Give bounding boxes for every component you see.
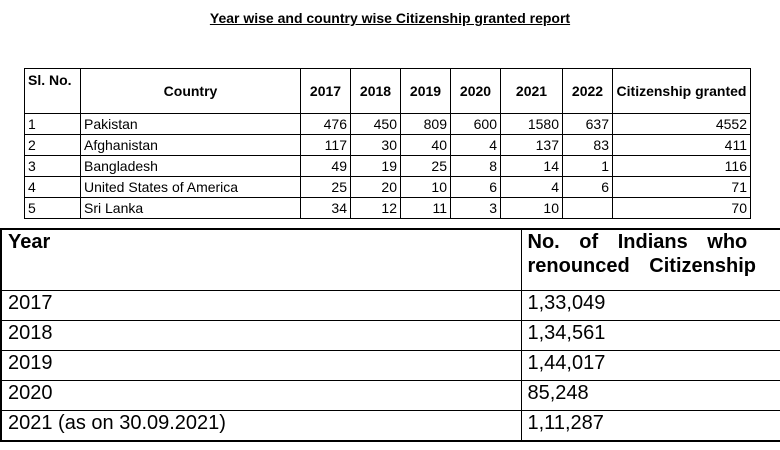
table-cell: 411	[612, 134, 751, 156]
table-row: 2017 1,33,049	[0, 290, 780, 321]
table-row: 2020 85,248	[0, 380, 780, 411]
table-cell: 3	[450, 197, 501, 219]
table-cell: 10	[400, 176, 451, 198]
table-cell: Bangladesh	[80, 155, 301, 177]
report-title: Year wise and country wise Citizenship g…	[209, 10, 571, 26]
table-row: 2019 1,44,017	[0, 350, 780, 381]
table-row: 2018 1,34,561	[0, 320, 780, 351]
table-cell: 137	[500, 134, 563, 156]
col-header-indians-renounced: No. of Indians who renounced Citizenship	[520, 228, 780, 291]
table-cell: 14	[500, 155, 563, 177]
table-cell: 2	[24, 134, 81, 156]
table-cell: 117	[300, 134, 351, 156]
table-cell: 10	[500, 197, 563, 219]
table-cell: Sri Lanka	[80, 197, 301, 219]
table-cell: 476	[300, 113, 351, 135]
col-header-2017: 2017	[300, 68, 351, 114]
col-header-sl-no: Sl. No.	[24, 68, 81, 114]
table-cell: Pakistan	[80, 113, 301, 135]
table-row: 3 Bangladesh 49 19 25 8 14 1 116	[24, 155, 751, 177]
table-cell: 12	[350, 197, 401, 219]
table-cell: 2017	[0, 290, 522, 321]
table-cell: 2018	[0, 320, 522, 351]
table-cell: 600	[450, 113, 501, 135]
table-cell: 11	[400, 197, 451, 219]
col-header-country: Country	[80, 68, 301, 114]
table-cell: 1580	[500, 113, 563, 135]
table-cell: 809	[400, 113, 451, 135]
table-cell: 2019	[0, 350, 522, 381]
table-cell: 19	[350, 155, 401, 177]
col-header-2020: 2020	[450, 68, 501, 114]
table-cell: 2021 (as on 30.09.2021)	[0, 410, 522, 442]
table-cell: United States of America	[80, 176, 301, 198]
table-cell: 2020	[0, 380, 522, 411]
table-cell: 85,248	[520, 380, 780, 411]
table-row: 2 Afghanistan 117 30 40 4 137 83 411	[24, 134, 751, 156]
table-cell: 6	[562, 176, 613, 198]
table-cell: 70	[612, 197, 751, 219]
table-cell: Afghanistan	[80, 134, 301, 156]
table-cell: 30	[350, 134, 401, 156]
table-cell: 4	[24, 176, 81, 198]
table-cell: 34	[300, 197, 351, 219]
table-cell: 1,44,017	[520, 350, 780, 381]
table-cell: 49	[300, 155, 351, 177]
table-cell: 4	[450, 134, 501, 156]
table-cell: 116	[612, 155, 751, 177]
table-cell: 1,33,049	[520, 290, 780, 321]
table-cell	[562, 197, 613, 219]
table-row: 4 United States of America 25 20 10 6 4 …	[24, 176, 751, 198]
table-cell: 450	[350, 113, 401, 135]
col-header-year: Year	[0, 228, 522, 291]
col-header-2019: 2019	[400, 68, 451, 114]
table-header-row: Year No. of Indians who renounced Citize…	[0, 228, 780, 291]
col-header-2022: 2022	[562, 68, 613, 114]
table-cell: 1,11,287	[520, 410, 780, 442]
table-cell: 5	[24, 197, 81, 219]
col-header-2021: 2021	[500, 68, 563, 114]
table-cell: 71	[612, 176, 751, 198]
col-header-citizenship-granted: Citizenship granted	[612, 68, 751, 114]
table-cell: 3	[24, 155, 81, 177]
table-cell: 6	[450, 176, 501, 198]
col-header-2018: 2018	[350, 68, 401, 114]
table-header-row: Sl. No. Country 2017 2018 2019 2020 2021…	[24, 68, 751, 114]
table-row: 2021 (as on 30.09.2021) 1,11,287	[0, 410, 780, 442]
table-cell: 637	[562, 113, 613, 135]
table-cell: 4	[500, 176, 563, 198]
table-row: 1 Pakistan 476 450 809 600 1580 637 4552	[24, 113, 751, 135]
table-cell: 1	[562, 155, 613, 177]
table-cell: 40	[400, 134, 451, 156]
table-cell: 25	[400, 155, 451, 177]
table-cell: 1,34,561	[520, 320, 780, 351]
table-cell: 4552	[612, 113, 751, 135]
table-cell: 1	[24, 113, 81, 135]
renounced-citizenship-table: Year No. of Indians who renounced Citize…	[0, 228, 780, 442]
table-cell: 25	[300, 176, 351, 198]
country-citizenship-table: Sl. No. Country 2017 2018 2019 2020 2021…	[24, 68, 751, 219]
table-cell: 20	[350, 176, 401, 198]
table-cell: 8	[450, 155, 501, 177]
table-row: 5 Sri Lanka 34 12 11 3 10 70	[24, 197, 751, 219]
table-cell: 83	[562, 134, 613, 156]
